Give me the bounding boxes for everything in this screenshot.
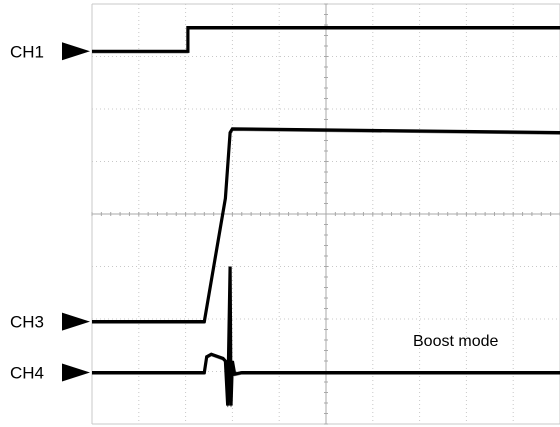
channel-arrow-icon [62, 42, 90, 61]
waveform-traces [92, 26, 560, 408]
channel-label-ch4: CH4 [10, 364, 44, 383]
trace-2-noise [92, 129, 560, 324]
channel-label-ch1: CH1 [10, 42, 44, 61]
channel-arrow-icon [62, 312, 90, 331]
channel-markers: CH1 CH3 CH4 [10, 42, 90, 383]
trace-1-noise [92, 28, 560, 54]
plot-grid [91, 3, 560, 425]
trace-3-noise [92, 267, 560, 408]
channel-arrow-icon [62, 363, 90, 382]
boost-mode-annotation: Boost mode [413, 333, 498, 350]
channel-label-ch3: CH3 [10, 313, 44, 332]
